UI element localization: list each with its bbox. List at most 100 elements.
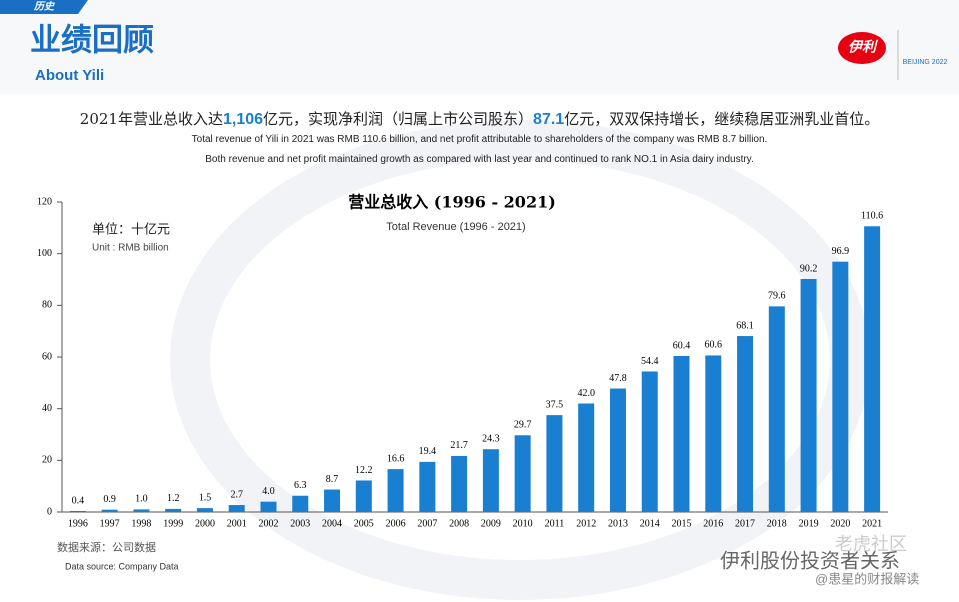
- bar: [737, 336, 754, 512]
- header-band: [0, 0, 959, 94]
- bar: [260, 501, 277, 512]
- x-tick-label: 2009: [481, 518, 501, 529]
- value-label: 2.7: [230, 489, 243, 500]
- value-label: 8.7: [326, 474, 339, 485]
- x-tick-label: 2008: [449, 518, 469, 529]
- value-label: 90.2: [800, 263, 818, 274]
- value-label: 79.6: [768, 291, 786, 302]
- x-tick-label: 1997: [100, 518, 120, 529]
- x-tick-label: 1999: [163, 518, 183, 529]
- logo-text: 伊利: [848, 39, 879, 55]
- bar: [705, 355, 722, 512]
- y-tick-label: 80: [42, 300, 52, 311]
- chart-title: 营业总收入 (1996 - 2021): [348, 193, 556, 212]
- bar: [324, 489, 341, 512]
- english-line: Total revenue of Yili in 2021 was RMB 11…: [191, 134, 768, 145]
- bar: [673, 355, 690, 512]
- page-subtitle: About Yili: [35, 67, 104, 84]
- partner: BEIJING 2022: [903, 59, 948, 66]
- value-label: 60.6: [705, 340, 723, 351]
- x-tick-label: 2021: [862, 518, 882, 529]
- x-tick-label: 2015: [672, 518, 692, 529]
- source: 数据来源：公司数据: [57, 540, 156, 554]
- bar: [514, 435, 531, 512]
- value-label: 0.4: [72, 495, 85, 506]
- headline-text: 亿元，实现净利润（归属上市公司股东）: [263, 110, 534, 128]
- x-tick-label: 2012: [576, 518, 596, 529]
- bar: [133, 509, 150, 512]
- headline: 2021年营业总收入达1,106亿元，实现净利润（归属上市公司股东）87.1亿元…: [0, 108, 959, 129]
- bar: [578, 403, 595, 512]
- value-label: 6.3: [294, 480, 307, 491]
- value-label: 68.1: [736, 320, 754, 331]
- x-tick-label: 2010: [513, 518, 533, 529]
- bar: [419, 461, 436, 512]
- bar: [641, 371, 658, 512]
- x-tick-label: 2006: [386, 518, 406, 529]
- value-label: 24.3: [482, 434, 500, 445]
- bar: [482, 449, 499, 512]
- x-tick-label: 2001: [227, 518, 247, 529]
- bar: [768, 306, 785, 512]
- value-label: 60.4: [673, 340, 691, 351]
- y-tick-label: 0: [47, 506, 52, 517]
- headline-text: 2021年营业总收入达: [79, 110, 223, 128]
- x-tick-label: 2011: [545, 518, 565, 529]
- source-en: Data source: Company Data: [65, 561, 179, 571]
- headline-text: 亿元，双双保持增长，继续稳居亚洲乳业首位。: [564, 110, 880, 128]
- x-tick-label: 2003: [290, 518, 310, 529]
- headline-figure: 1,106: [222, 111, 264, 128]
- value-label: 12.2: [355, 465, 373, 476]
- bar: [864, 226, 881, 513]
- x-tick-label: 2000: [195, 518, 215, 529]
- watermark-site: 老虎社区: [835, 534, 907, 554]
- y-tick-label: 120: [37, 196, 52, 207]
- watermark-author: @患星的财报解读: [815, 571, 919, 586]
- value-label: 19.4: [419, 446, 437, 457]
- bar: [546, 415, 563, 512]
- background-swoosh: [170, 120, 870, 600]
- x-tick-label: 2016: [703, 518, 723, 529]
- bar: [832, 261, 849, 512]
- bar: [387, 469, 404, 512]
- unit: 单位：十亿元: [92, 223, 170, 238]
- y-tick-label: 100: [37, 248, 52, 259]
- bar: [292, 495, 309, 512]
- x-tick-label: 2018: [767, 518, 787, 529]
- bar: [196, 508, 213, 512]
- value-label: 1.5: [199, 492, 212, 503]
- watermark-brand: 伊利股份投资者关系: [720, 549, 900, 572]
- page-title: 业绩回顾: [30, 23, 154, 59]
- x-tick-label: 2017: [735, 518, 755, 529]
- x-tick-label: 2020: [830, 518, 850, 529]
- x-tick-label: 2013: [608, 518, 628, 529]
- x-tick-label: 2014: [640, 518, 660, 529]
- bar: [800, 278, 817, 512]
- bar: [609, 388, 626, 512]
- value-label: 1.2: [167, 493, 180, 504]
- x-tick-label: 2007: [417, 518, 437, 529]
- x-tick-label: 2005: [354, 518, 374, 529]
- value-label: 96.9: [832, 246, 850, 257]
- bar: [69, 510, 86, 512]
- value-label: 4.0: [262, 486, 275, 497]
- bar: [101, 509, 118, 512]
- tag: 历史: [33, 1, 55, 13]
- logo: [838, 32, 886, 64]
- value-label: 54.4: [641, 356, 659, 367]
- value-label: 110.6: [861, 211, 883, 222]
- y-tick-label: 20: [42, 455, 52, 466]
- y-tick-label: 40: [42, 403, 52, 414]
- value-label: 21.7: [450, 440, 468, 451]
- value-label: 0.9: [103, 494, 116, 505]
- bar: [451, 455, 468, 512]
- bar: [355, 480, 372, 512]
- x-tick-label: 2004: [322, 518, 342, 529]
- value-label: 29.7: [514, 420, 532, 431]
- headline-figure: 87.1: [533, 111, 565, 128]
- bar: [165, 508, 182, 512]
- x-tick-label: 1996: [68, 518, 88, 529]
- x-tick-label: 1998: [131, 518, 151, 529]
